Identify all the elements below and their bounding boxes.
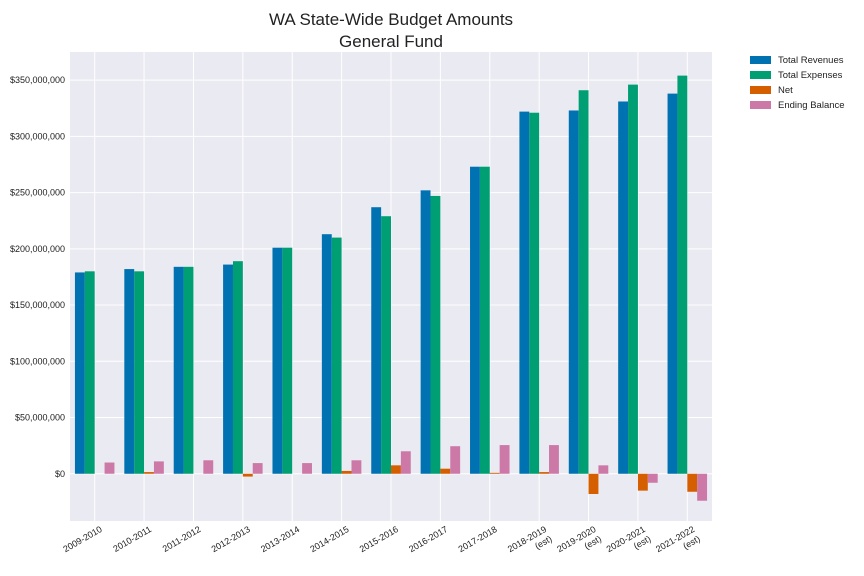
bar-net <box>489 472 500 474</box>
bar-total-revenues <box>173 266 184 474</box>
x-tick-label: 2019-2020(est) <box>555 524 603 554</box>
bar-ending-balance <box>104 462 115 474</box>
bar-total-revenues <box>568 110 579 474</box>
bar-total-expenses <box>628 84 638 474</box>
bar-total-revenues <box>420 190 431 474</box>
legend: Total Revenues Total Expenses Net Ending Ba… <box>750 55 845 111</box>
bar-net <box>588 473 599 494</box>
bar-ending-balance <box>549 445 559 474</box>
bar-net <box>341 470 352 474</box>
bar-total-expenses <box>84 271 95 474</box>
bar-ending-balance <box>400 451 411 474</box>
y-tick-label: $250,000,000 <box>10 188 65 198</box>
bar-ending-balance <box>203 460 214 474</box>
x-tick-label: 2012-2013 <box>210 524 252 554</box>
bar-total-revenues <box>321 234 332 474</box>
legend-swatch <box>750 71 771 79</box>
x-tick-label-line: 2009-2010 <box>61 524 103 554</box>
y-tick-label: $0 <box>55 469 65 479</box>
bar-total-expenses <box>677 75 688 474</box>
bar-total-expenses <box>381 216 391 474</box>
bar-net <box>242 473 253 477</box>
bar-total-expenses <box>578 90 589 474</box>
x-tick-label-line: 2011-2012 <box>161 524 203 554</box>
y-tick-label: $200,000,000 <box>10 244 65 254</box>
chart-subtitle: General Fund <box>339 32 443 51</box>
x-tick-label-line: 2013-2014 <box>259 524 301 554</box>
legend-label: Total Expenses <box>778 70 843 81</box>
bar-ending-balance <box>598 465 609 474</box>
legend-swatch <box>750 86 771 94</box>
bar-total-revenues <box>519 111 530 474</box>
bar-ending-balance <box>697 473 708 501</box>
y-tick-label: $100,000,000 <box>10 356 65 366</box>
x-tick-label-line: 2017-2018 <box>456 524 498 554</box>
legend-swatch <box>750 56 771 64</box>
bar-ending-balance <box>499 445 510 474</box>
x-tick-label-line: 2015-2016 <box>358 524 400 554</box>
y-tick-label: $350,000,000 <box>10 75 65 85</box>
bar-total-revenues <box>223 264 233 474</box>
bar-ending-balance <box>302 463 312 474</box>
bar-net <box>440 468 451 474</box>
x-tick-label: 2011-2012 <box>161 524 203 554</box>
x-tick-label-line: 2016-2017 <box>407 524 449 554</box>
bar-ending-balance <box>351 460 362 474</box>
bar-net <box>687 473 698 492</box>
x-tick-label: 2020-2021(est) <box>605 524 653 554</box>
chart-title: WA State-Wide Budget Amounts <box>269 10 513 29</box>
legend-swatch <box>750 101 771 109</box>
x-tick-label: 2016-2017 <box>407 524 449 554</box>
x-tick-label: 2009-2010 <box>61 524 103 554</box>
bar-net <box>637 473 648 491</box>
x-tick-label-line: 2012-2013 <box>210 524 252 554</box>
bar-total-revenues <box>124 269 135 474</box>
y-tick-label: $150,000,000 <box>10 300 65 310</box>
y-tick-label: $300,000,000 <box>10 131 65 141</box>
x-tick-label: 2015-2016 <box>358 524 400 554</box>
bar-total-expenses <box>183 266 194 474</box>
x-tick-label-line: 2014-2015 <box>308 524 350 554</box>
x-tick-label: 2017-2018 <box>456 524 498 554</box>
bar-total-expenses <box>232 261 243 474</box>
bar-net <box>539 472 550 474</box>
bar-total-revenues <box>74 272 85 474</box>
bar-total-revenues <box>470 166 480 474</box>
x-tick-label: 2014-2015 <box>308 524 350 554</box>
bar-ending-balance <box>153 461 164 474</box>
bar-total-revenues <box>371 207 382 474</box>
bar-total-expenses <box>331 237 342 474</box>
bar-total-revenues <box>618 101 629 474</box>
x-tick-label-line: 2010-2011 <box>111 524 153 554</box>
x-tick-label: 2021-2022(est) <box>654 524 702 554</box>
bar-total-expenses <box>430 195 441 474</box>
bar-ending-balance <box>252 463 263 474</box>
bar-net <box>391 465 401 474</box>
bar-total-expenses <box>479 166 490 474</box>
bar-total-expenses <box>134 271 145 474</box>
bar-net <box>144 472 154 474</box>
bar-ending-balance <box>450 446 461 474</box>
bar-total-expenses <box>529 112 540 474</box>
y-tick-label: $50,000,000 <box>15 413 65 423</box>
legend-label: Total Revenues <box>778 55 844 66</box>
legend-label: Ending Balance <box>778 100 845 111</box>
legend-label: Net <box>778 85 793 96</box>
bar-ending-balance <box>647 473 658 483</box>
x-tick-label: 2018-2019(est) <box>506 524 554 554</box>
x-tick-label: 2013-2014 <box>259 524 301 554</box>
x-tick-label: 2010-2011 <box>111 524 153 554</box>
bar-total-revenues <box>272 247 283 474</box>
bar-total-revenues <box>667 93 678 474</box>
bar-total-expenses <box>282 247 293 474</box>
plot-area: $0 $50,000,000 $100,000,000 $150,000,000 $20… <box>10 52 712 554</box>
